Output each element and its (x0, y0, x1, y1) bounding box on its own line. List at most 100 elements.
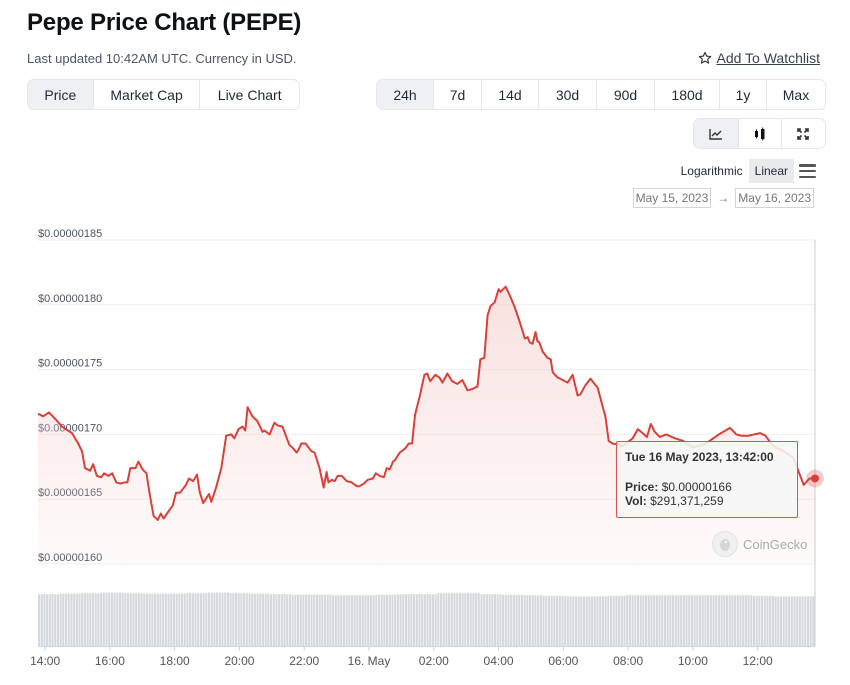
volume-bar (407, 594, 410, 646)
volume-bar (156, 593, 159, 646)
tab-price[interactable]: Price (28, 80, 94, 109)
volume-bar (439, 593, 443, 646)
volume-bars (38, 592, 815, 646)
volume-bar (421, 594, 424, 646)
volume-bar (78, 593, 81, 646)
volume-bar (723, 595, 726, 646)
tooltip-vol-value: $291,371,259 (650, 494, 724, 508)
volume-bar (56, 594, 59, 646)
line-chart-button[interactable] (694, 119, 740, 148)
volume-bar (785, 596, 788, 646)
range-14d[interactable]: 14d (482, 80, 539, 109)
volume-bar (394, 594, 397, 646)
volume-bar (178, 593, 181, 646)
fullscreen-button[interactable] (782, 119, 825, 148)
range-7d[interactable]: 7d (434, 80, 482, 109)
volume-bar (151, 593, 154, 646)
volume-bar (666, 595, 669, 646)
volume-bar (742, 595, 745, 646)
volume-bar (507, 594, 510, 646)
volume-bar (442, 593, 445, 646)
volume-bar (466, 593, 470, 646)
time-range-tabs: 24h 7d 14d 30d 90d 180d 1y Max (376, 79, 826, 110)
volume-bar (747, 595, 750, 646)
volume-bar (485, 594, 488, 646)
volume-bar (94, 593, 97, 646)
range-24h[interactable]: 24h (377, 80, 434, 109)
volume-bar (264, 593, 267, 646)
scale-linear[interactable]: Linear (748, 159, 794, 183)
volume-bar (515, 594, 518, 646)
volume-bar (796, 596, 799, 646)
range-max[interactable]: Max (782, 86, 810, 103)
volume-bar (121, 592, 124, 646)
volume-bar (429, 594, 432, 646)
volume-bar (89, 593, 92, 646)
range-1y[interactable]: 1y (720, 80, 767, 109)
volume-bar (272, 594, 275, 646)
range-90d[interactable]: 90d (597, 80, 655, 109)
volume-bar (388, 594, 391, 646)
volume-bar (148, 593, 151, 646)
volume-bar (550, 595, 553, 646)
volume-bar (542, 595, 545, 646)
volume-bar (118, 592, 122, 646)
add-to-watchlist-link[interactable]: Add To Watchlist (698, 50, 820, 66)
volume-bar (410, 594, 413, 646)
candlestick-button[interactable] (739, 119, 782, 148)
volume-bar (313, 594, 316, 646)
volume-bar (591, 596, 594, 646)
volume-bar (51, 594, 54, 646)
date-from-input[interactable]: May 15, 2023 (632, 188, 712, 208)
volume-bar (189, 593, 192, 646)
volume-bar (353, 595, 356, 646)
volume-bar (294, 594, 297, 646)
volume-bar (183, 593, 186, 646)
volume-bar (361, 595, 364, 646)
volume-bar (348, 595, 351, 646)
volume-bar (801, 596, 804, 646)
volume-bar (639, 595, 642, 646)
range-30d[interactable]: 30d (539, 80, 597, 109)
tab-market-cap[interactable]: Market Cap (94, 80, 201, 109)
volume-bar (758, 595, 761, 646)
gecko-logo-icon (712, 531, 738, 557)
price-area-fill (38, 286, 815, 564)
arrow-right-icon: → (717, 191, 730, 205)
tab-live-chart[interactable]: Live Chart (217, 86, 282, 103)
x-tick-label: 12:00 (743, 654, 773, 668)
scale-logarithmic[interactable]: Logarithmic (680, 164, 743, 178)
x-tick-label: 04:00 (484, 654, 514, 668)
volume-bar (253, 593, 256, 646)
volume-bar (218, 592, 221, 646)
volume-bar (186, 593, 189, 646)
price-line (37, 285, 815, 521)
volume-bar (110, 592, 113, 646)
volume-bar (736, 595, 739, 646)
volume-bar (564, 596, 567, 646)
volume-bar (623, 595, 626, 646)
volume-bar (67, 593, 70, 646)
volume-bar (180, 593, 184, 646)
volume-bar (334, 595, 337, 646)
volume-bar (38, 594, 41, 646)
y-tick-label: $0.00000185 (38, 228, 102, 240)
volume-bar (40, 594, 43, 646)
volume-bar (499, 594, 502, 646)
volume-bar (658, 595, 661, 646)
volume-bar (809, 596, 812, 646)
volume-bar (609, 595, 613, 646)
volume-bar (504, 594, 507, 646)
volume-bar (647, 595, 650, 646)
range-180d[interactable]: 180d (655, 80, 720, 109)
volume-bar (434, 594, 437, 646)
volume-bar (307, 594, 310, 646)
date-to-input[interactable]: May 16, 2023 (735, 188, 814, 208)
volume-bar (350, 595, 354, 646)
volume-bar (453, 593, 456, 646)
volume-bar (113, 592, 116, 646)
volume-bar (234, 593, 238, 646)
hamburger-menu-icon[interactable] (799, 164, 816, 178)
volume-bar (496, 594, 499, 646)
volume-bar (326, 594, 329, 646)
